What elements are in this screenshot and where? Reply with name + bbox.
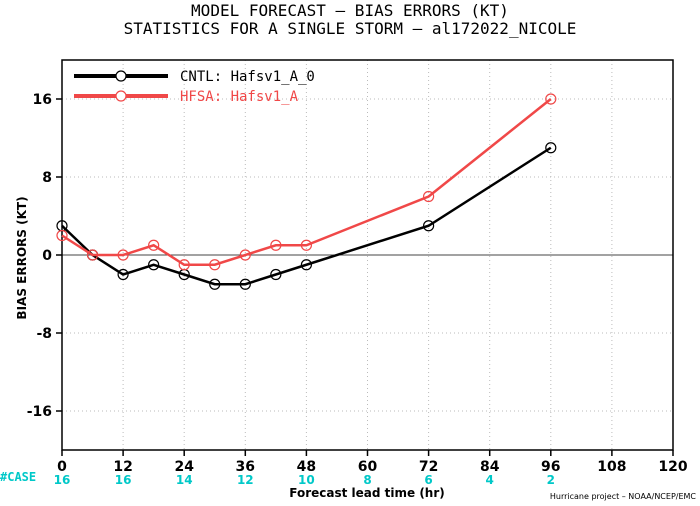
data-point bbox=[148, 239, 160, 251]
y-tick-label: 16 bbox=[33, 92, 52, 108]
x-tick-label: 60 bbox=[358, 459, 378, 475]
legend-marker-1 bbox=[115, 70, 127, 82]
x-tick-label: 36 bbox=[236, 459, 255, 475]
series-line-2 bbox=[61, 98, 552, 266]
case-count-value: 2 bbox=[547, 473, 555, 487]
chart-subtitle: STATISTICS FOR A SINGLE STORM – al172022… bbox=[123, 19, 577, 38]
case-count-value: 16 bbox=[54, 473, 71, 487]
data-point bbox=[545, 93, 557, 105]
data-point bbox=[209, 259, 221, 271]
y-tick-label: 8 bbox=[42, 170, 52, 186]
data-point bbox=[117, 268, 129, 281]
data-point bbox=[270, 239, 282, 251]
chart-title: MODEL FORECAST – BIAS ERRORS (KT) bbox=[191, 1, 509, 20]
x-tick-label: 84 bbox=[480, 459, 500, 475]
data-point bbox=[300, 239, 312, 251]
x-tick-label: 24 bbox=[174, 459, 194, 475]
series-line-1 bbox=[61, 146, 552, 286]
data-point bbox=[117, 249, 129, 261]
data-point bbox=[86, 249, 99, 261]
case-count-value: 10 bbox=[298, 473, 315, 487]
case-count-value: 16 bbox=[115, 473, 132, 487]
data-point bbox=[545, 142, 557, 154]
x-tick-label: 0 bbox=[57, 459, 67, 475]
data-point bbox=[300, 259, 312, 271]
x-tick-label: 120 bbox=[658, 459, 687, 475]
data-point bbox=[270, 268, 282, 281]
case-count-value: 12 bbox=[237, 473, 254, 487]
data-point bbox=[423, 220, 435, 232]
data-point bbox=[239, 278, 251, 290]
case-count-label: #CASE bbox=[0, 470, 37, 484]
legend-label-1: CNTL: Hafsv1_A_0 bbox=[180, 69, 315, 85]
data-point bbox=[423, 190, 435, 203]
legend-marker-2 bbox=[115, 90, 127, 102]
data-point bbox=[148, 259, 160, 271]
data-point bbox=[239, 249, 251, 261]
data-point bbox=[56, 229, 68, 242]
x-axis-label: Forecast lead time (hr) bbox=[289, 486, 445, 500]
case-count-value: 8 bbox=[363, 473, 371, 487]
x-tick-label: 72 bbox=[419, 459, 438, 475]
credit-text: Hurricane project – NOAA/NCEP/EMC bbox=[549, 492, 696, 501]
y-tick-label: -16 bbox=[27, 404, 52, 420]
data-point bbox=[178, 259, 190, 271]
y-tick-label: 0 bbox=[42, 248, 52, 264]
x-tick-label: 96 bbox=[541, 459, 560, 475]
case-count-value: 4 bbox=[486, 473, 494, 487]
x-tick-label: 12 bbox=[113, 459, 132, 475]
case-count-value: 6 bbox=[424, 473, 432, 487]
case-count-value: 14 bbox=[176, 473, 193, 487]
x-tick-label: 48 bbox=[297, 459, 316, 475]
y-tick-label: -8 bbox=[36, 326, 52, 342]
data-point bbox=[209, 278, 221, 290]
legend-label-2: HFSA: Hafsv1_A bbox=[180, 89, 299, 105]
x-tick-label: 108 bbox=[597, 459, 626, 475]
